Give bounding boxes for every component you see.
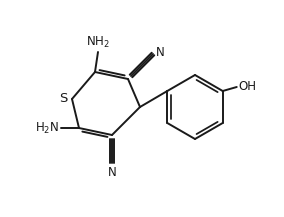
- Text: S: S: [59, 92, 67, 105]
- Text: H$_2$N: H$_2$N: [35, 120, 59, 136]
- Text: NH$_2$: NH$_2$: [86, 35, 110, 50]
- Text: N: N: [156, 46, 165, 59]
- Text: N: N: [108, 166, 116, 179]
- Text: OH: OH: [239, 81, 257, 94]
